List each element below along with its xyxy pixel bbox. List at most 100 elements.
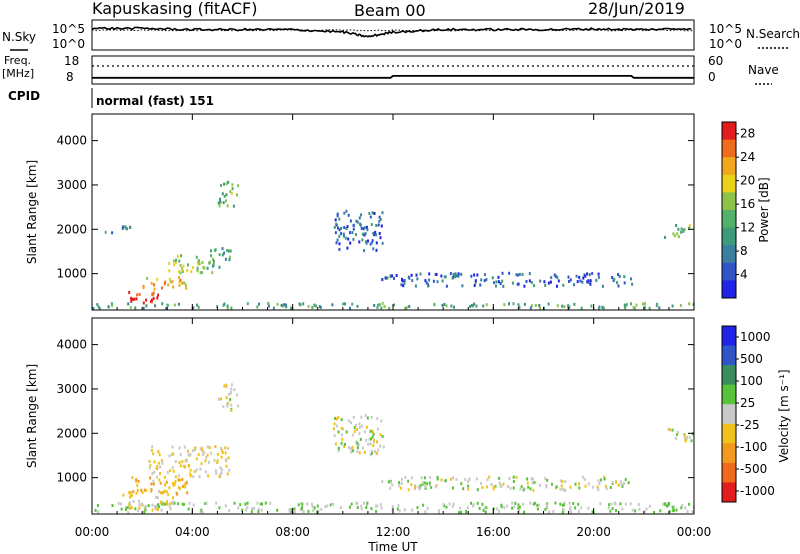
data-cell bbox=[352, 227, 355, 231]
data-cell bbox=[337, 449, 340, 453]
colorbar-tick-label: -100 bbox=[740, 440, 767, 454]
data-cell bbox=[138, 506, 141, 510]
data-cell bbox=[356, 501, 359, 505]
data-cell bbox=[365, 506, 368, 509]
data-cell bbox=[580, 506, 583, 510]
data-cell bbox=[371, 239, 374, 243]
freq-label: Freq. bbox=[4, 54, 31, 67]
data-cell bbox=[682, 229, 685, 232]
data-cell bbox=[336, 238, 339, 242]
data-cell bbox=[166, 471, 169, 474]
data-cell bbox=[181, 502, 184, 506]
data-cell bbox=[589, 282, 592, 286]
data-cell bbox=[220, 455, 223, 459]
data-cell bbox=[200, 446, 203, 450]
data-cell bbox=[432, 279, 435, 283]
data-cell bbox=[142, 286, 145, 289]
data-cell bbox=[145, 504, 148, 508]
data-cell bbox=[500, 485, 503, 489]
data-cell bbox=[218, 475, 221, 479]
data-cell bbox=[207, 474, 210, 478]
data-cell bbox=[611, 480, 614, 484]
data-cell bbox=[546, 478, 549, 482]
data-cell bbox=[150, 281, 153, 285]
data-cell bbox=[673, 508, 675, 512]
data-cell bbox=[450, 304, 453, 308]
data-cell bbox=[168, 486, 171, 490]
data-cell bbox=[496, 507, 499, 511]
data-cell bbox=[258, 302, 260, 306]
data-cell bbox=[398, 484, 401, 488]
data-cell bbox=[435, 272, 438, 276]
data-cell bbox=[199, 271, 202, 275]
data-cell bbox=[367, 442, 370, 446]
data-cell bbox=[683, 433, 686, 437]
data-cell bbox=[397, 504, 400, 507]
data-cell bbox=[152, 452, 155, 456]
data-cell bbox=[561, 304, 564, 308]
data-cell bbox=[333, 434, 336, 438]
data-cell bbox=[225, 199, 227, 203]
data-cell bbox=[358, 240, 361, 244]
data-cell bbox=[403, 281, 406, 285]
date-title: 28/Jun/2019 bbox=[588, 0, 685, 18]
xtick-label: 08:00 bbox=[275, 525, 310, 539]
data-cell bbox=[501, 279, 504, 283]
data-cell bbox=[173, 501, 176, 505]
data-cell bbox=[530, 281, 533, 285]
data-cell bbox=[486, 485, 489, 489]
data-cell bbox=[154, 304, 157, 308]
data-cell bbox=[173, 482, 176, 486]
data-cell bbox=[684, 506, 687, 510]
ytick-label: 1000 bbox=[56, 471, 87, 485]
data-cell bbox=[369, 215, 372, 219]
data-cell bbox=[579, 279, 582, 283]
data-cell bbox=[355, 233, 357, 237]
data-cell bbox=[428, 481, 431, 485]
data-cell bbox=[363, 249, 366, 253]
data-cell bbox=[371, 211, 374, 215]
data-cell bbox=[244, 502, 247, 506]
data-cell bbox=[128, 503, 131, 507]
data-cell bbox=[208, 446, 211, 450]
data-cell bbox=[340, 441, 343, 445]
data-cell bbox=[97, 510, 100, 514]
data-cell bbox=[643, 302, 646, 305]
data-cell bbox=[246, 302, 249, 306]
data-cell bbox=[538, 304, 541, 307]
data-cell bbox=[140, 488, 143, 492]
data-cell bbox=[545, 485, 548, 489]
data-cell bbox=[351, 449, 354, 453]
data-cell bbox=[348, 505, 351, 509]
data-cell bbox=[664, 503, 667, 507]
data-cell bbox=[470, 274, 473, 278]
data-cell bbox=[152, 297, 155, 301]
data-cell bbox=[344, 442, 346, 446]
data-cell bbox=[170, 453, 173, 457]
xtick-label: 04:00 bbox=[175, 525, 210, 539]
colorbar-segment bbox=[722, 423, 736, 444]
data-cell bbox=[165, 307, 168, 310]
data-cell bbox=[625, 303, 628, 307]
data-cell bbox=[375, 509, 378, 513]
data-cell bbox=[470, 303, 473, 307]
data-cell bbox=[680, 230, 682, 234]
data-cell bbox=[198, 262, 201, 266]
data-cell bbox=[149, 476, 152, 480]
data-cell bbox=[668, 510, 671, 514]
data-cell bbox=[257, 507, 260, 511]
colorbar-tick-label: 24 bbox=[740, 150, 755, 164]
data-cell bbox=[182, 464, 185, 468]
data-cell bbox=[368, 437, 371, 441]
data-cell bbox=[472, 503, 475, 507]
data-cell bbox=[280, 303, 283, 307]
data-cell bbox=[583, 477, 586, 481]
data-cell bbox=[187, 263, 189, 267]
colorbar-segment bbox=[722, 157, 736, 176]
colorbar-segment bbox=[722, 192, 736, 211]
data-cell bbox=[562, 508, 565, 512]
data-cell bbox=[346, 225, 349, 229]
data-cell bbox=[664, 235, 666, 239]
data-cell bbox=[140, 502, 143, 506]
data-cell bbox=[293, 510, 296, 514]
